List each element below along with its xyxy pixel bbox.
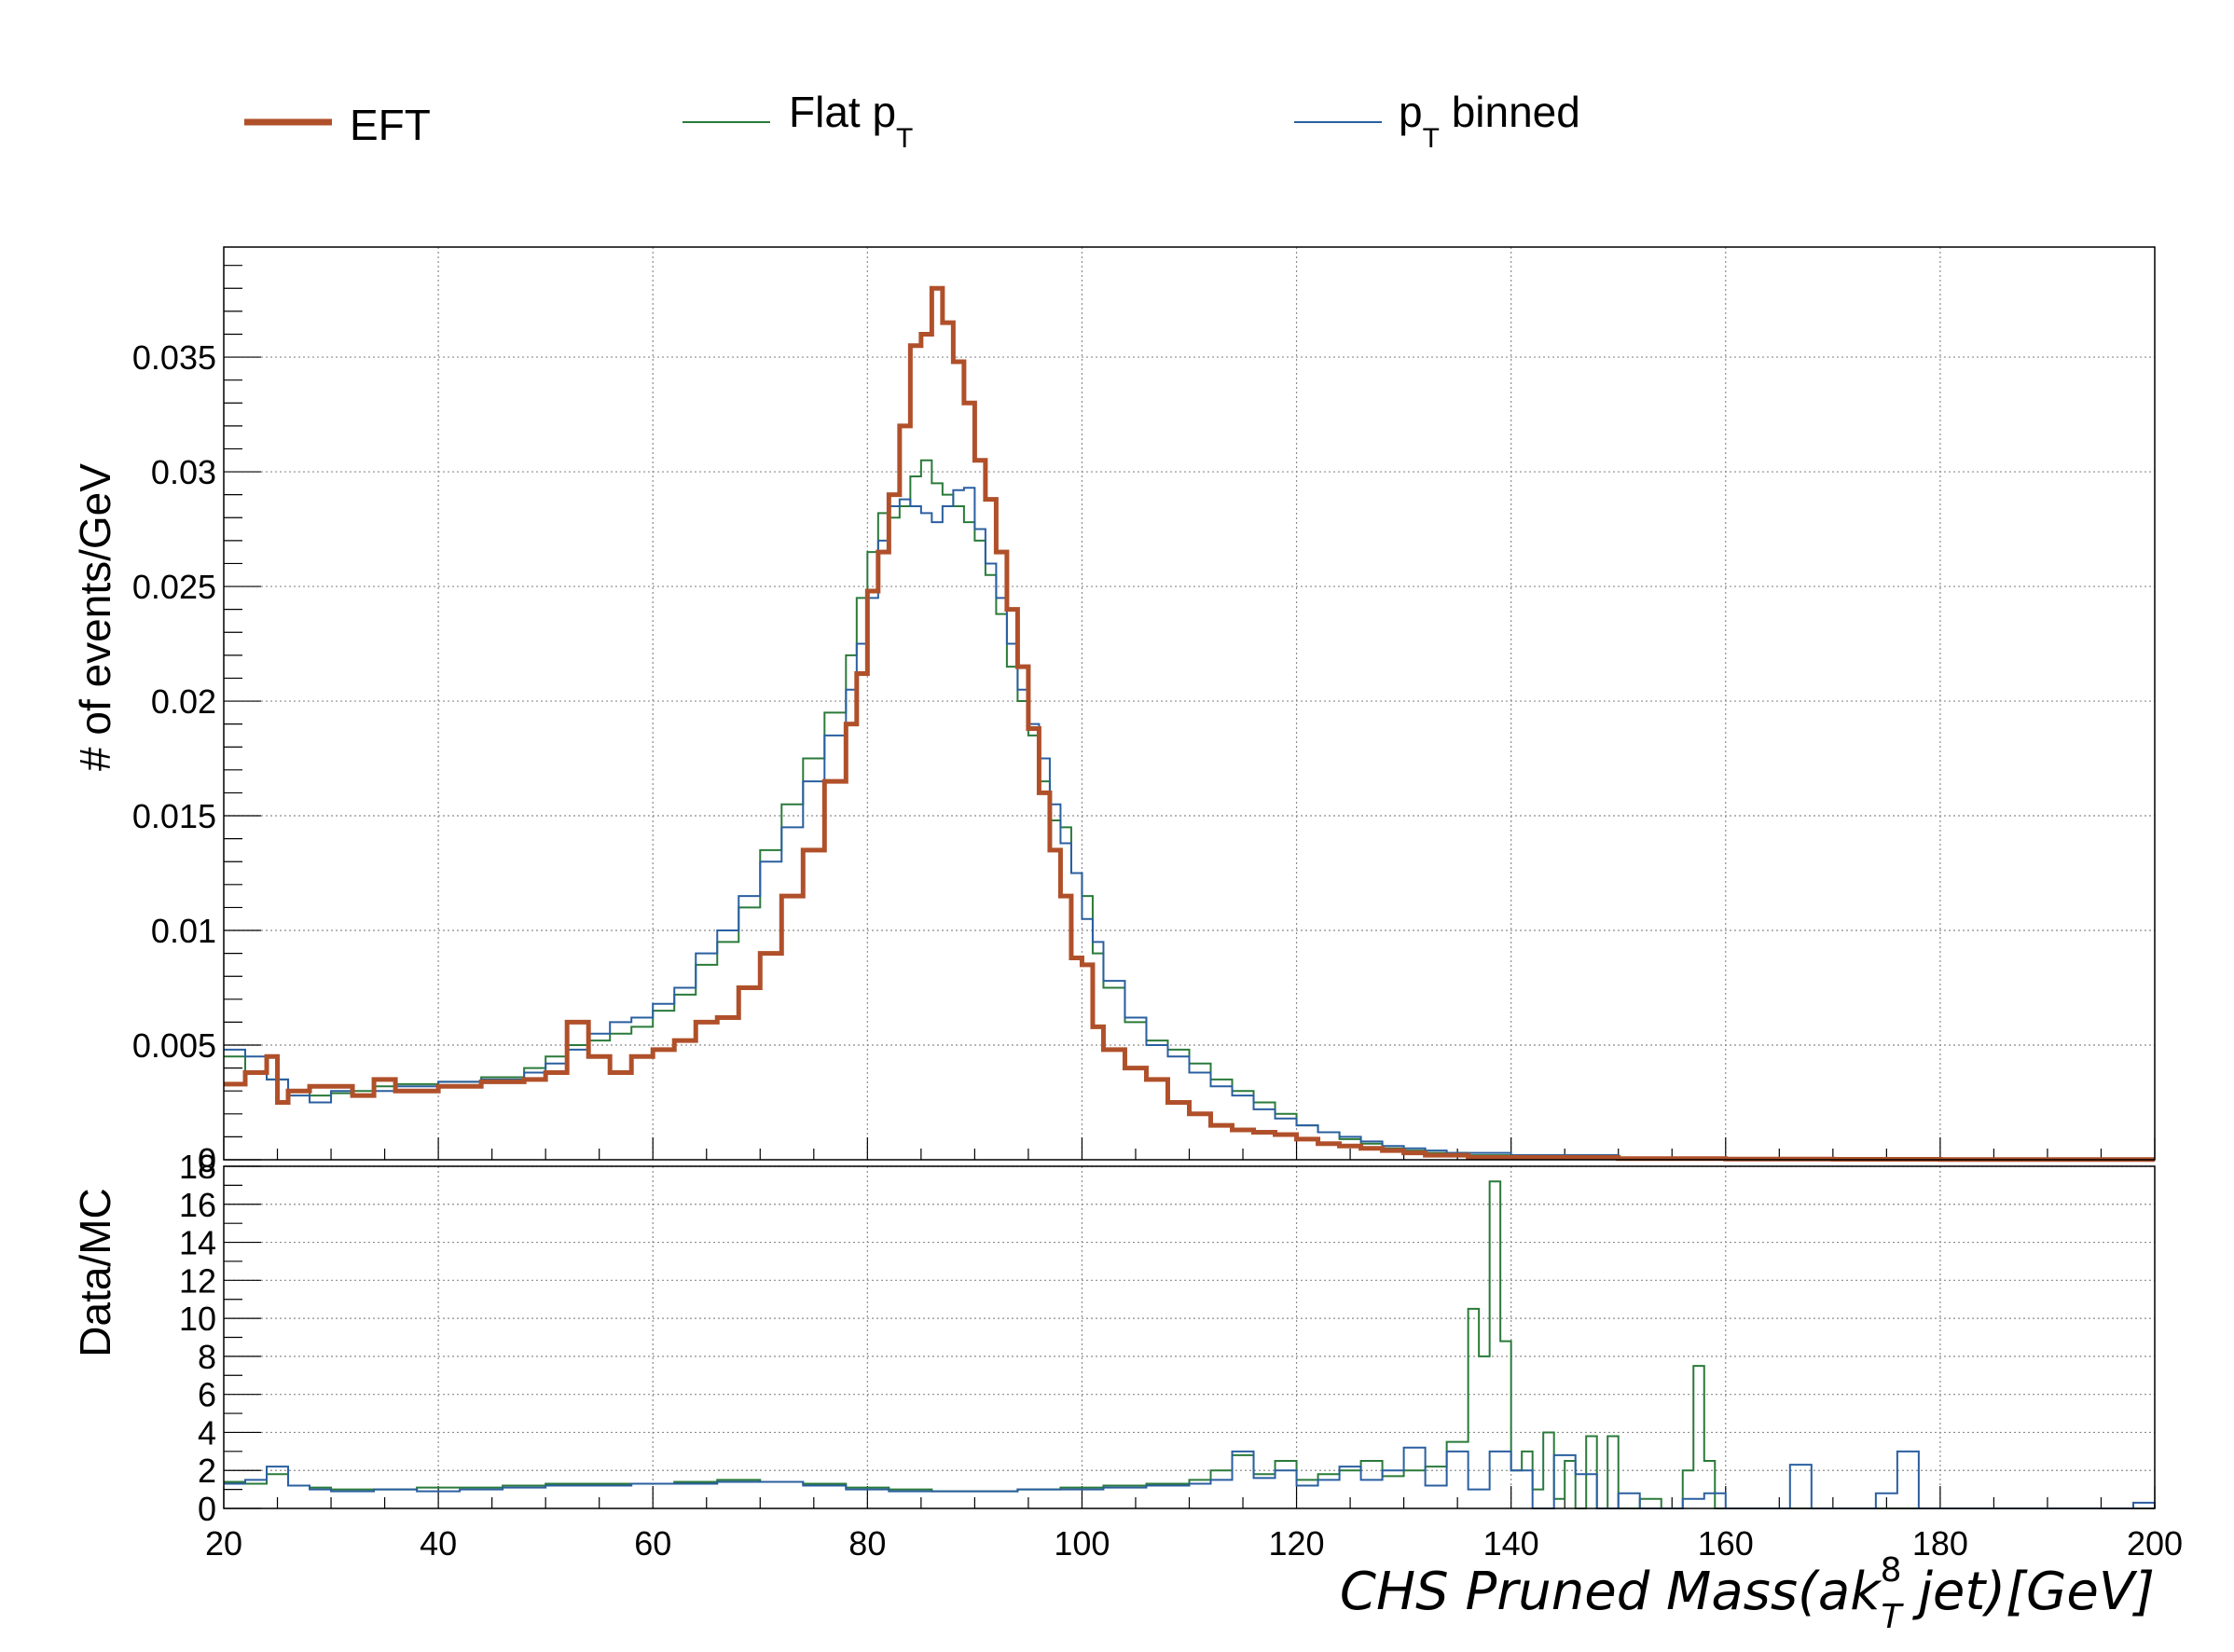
main-y-axis-title: # of events/GeV bbox=[71, 463, 119, 771]
series-line-eft bbox=[224, 285, 2155, 1163]
y-tick-label: 2 bbox=[198, 1452, 216, 1490]
y-tick-label: 0.03 bbox=[151, 453, 216, 491]
x-axis-title: CHS Pruned Mass(ak8 T jet)[GeV] bbox=[1340, 1551, 2155, 1636]
x-tick-label: 20 bbox=[205, 1524, 242, 1563]
legend-label-flat-pt-main: Flat p bbox=[789, 88, 896, 136]
series-line-flat-p-t bbox=[224, 459, 2155, 1161]
series-line-p-t-binned bbox=[224, 1446, 2156, 1509]
x-axis-title-tail: jet)[GeV] bbox=[1902, 1562, 2155, 1622]
x-tick-label: 120 bbox=[1269, 1524, 1325, 1563]
series-line-flat-p-t bbox=[224, 1180, 2155, 1509]
x-tick-label: 140 bbox=[1483, 1524, 1539, 1563]
x-axis-title-sub: T bbox=[1882, 1598, 1905, 1636]
ratio-plot-panel: 20 40 60 80 100 120 140 160 180 20002468101214161… bbox=[71, 1148, 2183, 1636]
y-tick-label: 0.035 bbox=[132, 338, 216, 377]
x-tick-label: 160 bbox=[1698, 1524, 1754, 1563]
y-tick-label: 12 bbox=[179, 1261, 216, 1300]
y-tick-label: 0.025 bbox=[132, 568, 216, 606]
series-line-p-t-binned bbox=[224, 487, 2155, 1161]
ratio-grid bbox=[224, 1165, 2155, 1508]
x-tick-label: 40 bbox=[420, 1524, 457, 1563]
y-tick-label: 0 bbox=[198, 1141, 216, 1179]
ratio-axis-ticks: 20 40 60 80 100 120 140 160 180 200 02468101214161… bbox=[179, 1148, 2183, 1563]
x-tick-label: 180 bbox=[1912, 1524, 1968, 1563]
ratio-frame bbox=[223, 1165, 2156, 1509]
y-tick-label: 0.02 bbox=[151, 682, 216, 721]
x-axis-title-main: CHS Pruned Mass(ak bbox=[1340, 1562, 1882, 1622]
main-grid bbox=[224, 247, 2155, 1160]
y-tick-label: 6 bbox=[198, 1376, 216, 1414]
x-axis-title-sup: 8 bbox=[1881, 1551, 1902, 1590]
main-series bbox=[224, 285, 2155, 1163]
y-tick-label: 14 bbox=[179, 1224, 216, 1262]
main-frame bbox=[223, 246, 2156, 1161]
y-tick-label: 0 bbox=[198, 1490, 216, 1528]
y-tick-label: 4 bbox=[198, 1413, 216, 1452]
ratio-series bbox=[224, 1180, 2156, 1509]
legend-label-flat-pt-sub: T bbox=[896, 123, 913, 154]
legend-label-pt-binned-sub: T bbox=[1423, 123, 1440, 154]
legend-label-pt-binned-tail: binned bbox=[1440, 88, 1580, 136]
y-tick-label: 8 bbox=[198, 1338, 216, 1376]
x-tick-label: 200 bbox=[2127, 1524, 2183, 1563]
legend: EFT Flat pT pT binned bbox=[244, 88, 1580, 154]
main-plot-panel: 0 0.005 0.01 0.015 0.02 0.025 0.03 0.035 # of e… bbox=[71, 246, 2156, 1179]
y-tick-label: 0.01 bbox=[151, 912, 216, 950]
legend-label-eft: EFT bbox=[350, 101, 431, 149]
legend-label-pt-binned: pT binned bbox=[1399, 88, 1580, 154]
x-tick-label: 100 bbox=[1054, 1524, 1110, 1563]
x-tick-label: 80 bbox=[848, 1524, 886, 1563]
y-tick-label: 0.005 bbox=[132, 1026, 216, 1065]
x-tick-label: 60 bbox=[634, 1524, 671, 1563]
y-tick-label: 16 bbox=[179, 1186, 216, 1224]
legend-label-pt-binned-main: p bbox=[1399, 88, 1423, 136]
y-tick-label: 10 bbox=[179, 1300, 216, 1338]
y-tick-label: 18 bbox=[179, 1148, 216, 1186]
legend-label-flat-pt: Flat pT bbox=[789, 88, 913, 154]
y-tick-label: 0.015 bbox=[132, 797, 216, 835]
ratio-y-axis-title: Data/MC bbox=[71, 1188, 119, 1356]
main-axis-ticks: 0 0.005 0.01 0.015 0.02 0.025 0.03 0.035 bbox=[132, 265, 2156, 1179]
